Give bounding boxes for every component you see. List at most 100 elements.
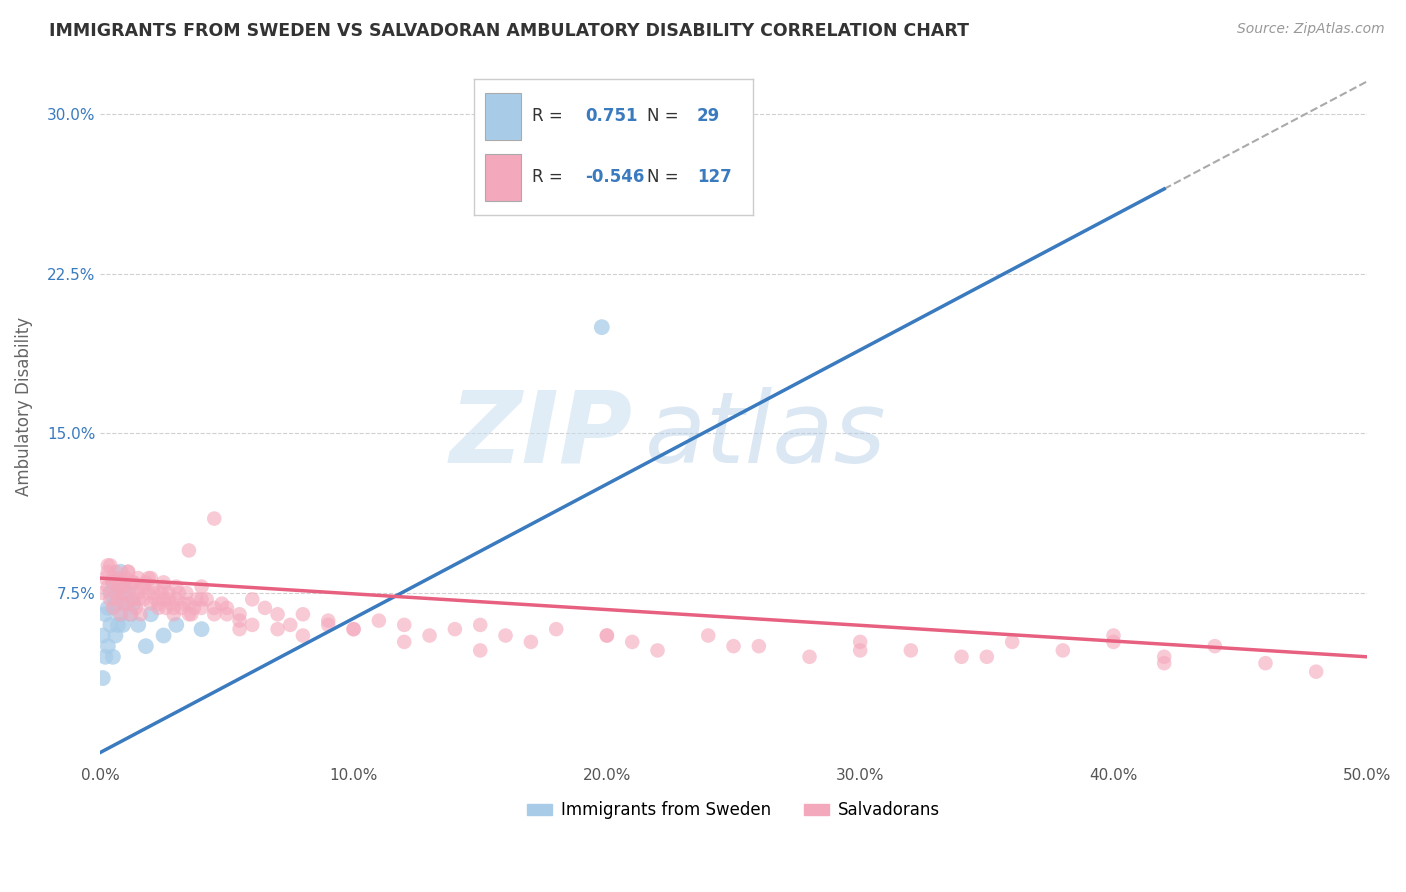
Point bbox=[177, 597, 200, 611]
Point bbox=[367, 614, 389, 628]
Point bbox=[107, 580, 129, 594]
Point bbox=[186, 592, 208, 607]
Point bbox=[520, 635, 543, 649]
Point bbox=[112, 586, 135, 600]
Point bbox=[1153, 649, 1175, 664]
Point bbox=[91, 628, 114, 642]
Point bbox=[342, 622, 364, 636]
Point bbox=[167, 586, 190, 600]
Point bbox=[211, 597, 233, 611]
Point bbox=[240, 592, 263, 607]
Point bbox=[138, 571, 160, 585]
Point bbox=[152, 592, 174, 607]
Point bbox=[117, 586, 139, 600]
Point bbox=[110, 565, 132, 579]
Point bbox=[120, 580, 142, 594]
Point bbox=[150, 586, 173, 600]
Point bbox=[163, 600, 186, 615]
Point bbox=[152, 575, 174, 590]
Point bbox=[120, 607, 142, 622]
Point bbox=[900, 643, 922, 657]
Point bbox=[316, 614, 339, 628]
Point bbox=[101, 600, 124, 615]
Point bbox=[152, 628, 174, 642]
Point bbox=[132, 580, 155, 594]
Point bbox=[157, 586, 180, 600]
Point bbox=[1001, 635, 1024, 649]
Point bbox=[799, 649, 821, 664]
Point bbox=[180, 607, 202, 622]
Point bbox=[266, 607, 288, 622]
Point bbox=[1102, 635, 1125, 649]
Point bbox=[100, 558, 122, 573]
Point bbox=[97, 565, 120, 579]
Point bbox=[100, 618, 122, 632]
Point bbox=[342, 622, 364, 636]
Point bbox=[112, 597, 135, 611]
Point bbox=[112, 575, 135, 590]
Point bbox=[165, 618, 187, 632]
Point bbox=[228, 607, 250, 622]
Point bbox=[470, 643, 492, 657]
Point bbox=[135, 639, 157, 653]
Point bbox=[110, 607, 132, 622]
Point bbox=[1305, 665, 1327, 679]
Point bbox=[101, 575, 124, 590]
Point bbox=[546, 622, 568, 636]
Point bbox=[190, 622, 212, 636]
Point bbox=[240, 618, 263, 632]
Point bbox=[101, 575, 124, 590]
Point bbox=[177, 607, 200, 622]
Point bbox=[135, 575, 157, 590]
Point bbox=[849, 643, 872, 657]
Point bbox=[100, 586, 122, 600]
Point bbox=[228, 614, 250, 628]
Point bbox=[596, 628, 619, 642]
Point bbox=[125, 600, 148, 615]
Point bbox=[138, 586, 160, 600]
Point bbox=[596, 628, 619, 642]
Point bbox=[112, 618, 135, 632]
Point bbox=[291, 607, 314, 622]
Point bbox=[114, 586, 136, 600]
Point bbox=[621, 635, 644, 649]
Point bbox=[591, 320, 613, 334]
Point bbox=[291, 628, 314, 642]
Point bbox=[176, 586, 198, 600]
Point bbox=[190, 600, 212, 615]
Point bbox=[94, 649, 117, 664]
Point bbox=[1153, 656, 1175, 670]
Point bbox=[127, 618, 149, 632]
Point bbox=[94, 571, 117, 585]
Point bbox=[127, 586, 149, 600]
Point bbox=[142, 580, 165, 594]
Point bbox=[190, 580, 212, 594]
Point bbox=[101, 571, 124, 585]
Point bbox=[132, 592, 155, 607]
Point bbox=[495, 628, 517, 642]
Point bbox=[215, 600, 238, 615]
Point bbox=[100, 592, 122, 607]
Point bbox=[444, 622, 467, 636]
Point bbox=[129, 580, 152, 594]
Point bbox=[139, 571, 162, 585]
Point bbox=[190, 592, 212, 607]
Point bbox=[107, 586, 129, 600]
Point bbox=[110, 607, 132, 622]
Point bbox=[165, 592, 187, 607]
Point bbox=[104, 628, 127, 642]
Point bbox=[470, 618, 492, 632]
Point bbox=[142, 586, 165, 600]
Point bbox=[183, 600, 205, 615]
Point bbox=[195, 592, 218, 607]
Point bbox=[647, 643, 669, 657]
Point bbox=[202, 600, 225, 615]
Point bbox=[160, 597, 183, 611]
Point bbox=[976, 649, 998, 664]
Point bbox=[117, 565, 139, 579]
Point bbox=[163, 607, 186, 622]
Point bbox=[117, 597, 139, 611]
Point bbox=[107, 618, 129, 632]
Point bbox=[950, 649, 973, 664]
Point bbox=[107, 571, 129, 585]
